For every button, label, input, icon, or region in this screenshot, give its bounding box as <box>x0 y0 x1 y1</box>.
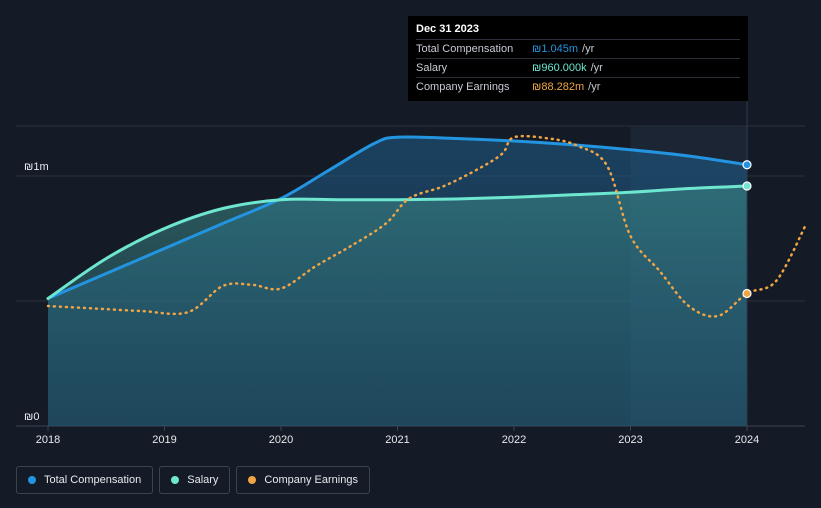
x-tick-label: 2022 <box>502 434 526 446</box>
total-compensation-point[interactable] <box>742 160 752 170</box>
tooltip-label: Company Earnings <box>416 81 510 93</box>
tooltip-value: ₪88.282m <box>532 81 585 93</box>
company-earnings-point[interactable] <box>742 288 752 299</box>
tooltip-row-total-compensation: Total Compensation ₪1.045m /yr <box>416 39 740 58</box>
compensation-chart: 2018 2019 2020 2021 2022 2023 2024 ₪1m ₪0 <box>16 100 807 446</box>
y-axis-bottom-label: ₪0 <box>24 411 39 423</box>
legend-item-company-earnings[interactable]: Company Earnings <box>236 466 370 494</box>
legend-dot-icon <box>248 476 257 484</box>
x-tick-label: 2021 <box>385 434 409 446</box>
legend-label: Company Earnings <box>264 474 358 486</box>
legend-label: Total Compensation <box>44 474 142 486</box>
tooltip-unit: /yr <box>582 43 595 55</box>
legend-label: Salary <box>187 474 219 486</box>
total-compensation-line <box>46 135 749 300</box>
tooltip-unit: /yr <box>588 81 601 93</box>
tooltip-label: Salary <box>416 62 448 74</box>
x-tick-label: 2019 <box>152 434 176 446</box>
legend-item-salary[interactable]: Salary <box>159 466 231 494</box>
salary-area <box>48 186 747 426</box>
chart-tooltip: Dec 31 2023 Total Compensation ₪1.045m /… <box>408 16 748 101</box>
x-tick-label: 2023 <box>618 434 642 446</box>
x-tick-label: 2020 <box>269 434 293 446</box>
chart-legend: Total Compensation Salary Company Earnin… <box>16 466 373 494</box>
tooltip-unit: /yr <box>590 62 603 74</box>
legend-dot-icon <box>171 476 180 484</box>
tooltip-value: ₪960.000k <box>532 62 587 74</box>
tooltip-row-company-earnings: Company Earnings ₪88.282m /yr <box>416 77 740 96</box>
tooltip-date: Dec 31 2023 <box>416 23 479 35</box>
y-axis-top-label: ₪1m <box>24 161 49 173</box>
legend-item-total-compensation[interactable]: Total Compensation <box>16 466 154 494</box>
tooltip-row-salary: Salary ₪960.000k /yr <box>416 58 740 77</box>
tooltip-value: ₪1.045m <box>532 43 579 55</box>
tooltip-label: Total Compensation <box>416 43 514 55</box>
salary-point[interactable] <box>742 181 752 191</box>
salary-line <box>46 184 749 300</box>
legend-dot-icon <box>28 476 36 484</box>
company-earnings-line <box>46 134 807 318</box>
x-tick-label: 2024 <box>735 434 759 446</box>
x-tick-label: 2018 <box>36 434 60 446</box>
